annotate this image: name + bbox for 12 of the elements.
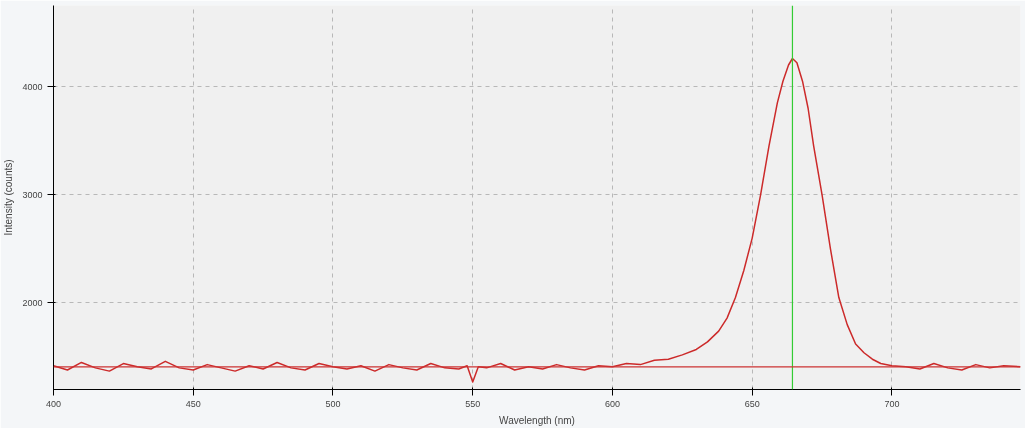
y-tick-label: 3000 <box>22 189 43 200</box>
x-tick-label: 650 <box>744 398 760 409</box>
x-tick-label: 600 <box>604 398 620 409</box>
x-axis-title: Wavelength (nm) <box>499 414 575 426</box>
y-tick-label: 2000 <box>22 297 43 308</box>
x-tick-label: 400 <box>45 398 62 409</box>
x-tick-label: 450 <box>185 398 201 409</box>
y-axis-title: Intensity (counts) <box>3 159 15 236</box>
x-tick-label: 700 <box>884 398 900 409</box>
x-tick-label: 500 <box>325 398 341 409</box>
y-tick-label: 4000 <box>22 81 43 92</box>
x-tick-label: 550 <box>465 398 481 409</box>
